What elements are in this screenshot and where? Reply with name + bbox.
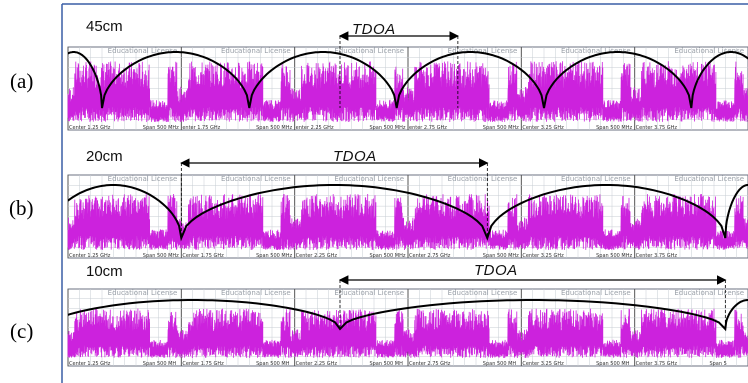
footer-span-label: Span 500 MHz bbox=[596, 125, 633, 131]
watermark-text: Educational License bbox=[448, 47, 518, 55]
panel-c-tdoa-label: TDOA bbox=[474, 262, 518, 279]
envelope-curve-1 bbox=[68, 184, 748, 242]
watermark-text: Educational License bbox=[221, 47, 291, 55]
footer-span-label: Span 500 MH bbox=[596, 361, 630, 367]
watermark-text: Educational License bbox=[561, 289, 631, 297]
watermark-text: Educational License bbox=[108, 47, 178, 55]
footer-center-label: enter 2.75 GHz bbox=[409, 125, 447, 131]
footer-span-label: Span 500 MH bbox=[256, 361, 290, 367]
envelope-curve-2 bbox=[68, 299, 748, 332]
footer-center-label: enter 2.25 GHz bbox=[295, 125, 334, 131]
watermark-text: Educational License bbox=[674, 175, 744, 183]
footer-span-label: Span 500 MHz bbox=[142, 253, 179, 259]
footer-center-label: Center 1.75 GHz bbox=[182, 361, 224, 367]
panel-b-label: (b) bbox=[9, 196, 34, 220]
spectrum-trace-0 bbox=[67, 61, 748, 123]
footer-center-label: Center 2.75 GHz bbox=[409, 361, 451, 367]
footer-center-label: Center 3.75 GHz bbox=[635, 361, 678, 367]
panel-a-label: (a) bbox=[10, 69, 34, 93]
footer-span-label: Span 5 bbox=[709, 361, 727, 367]
panel-c-distance: 10cm bbox=[86, 263, 123, 280]
panel-a-distance: 45cm bbox=[86, 18, 123, 35]
spectrum-trace-1 bbox=[67, 193, 748, 251]
footer-span-label: Span 500 MH bbox=[482, 361, 517, 367]
watermark-text: Educational License bbox=[221, 175, 291, 183]
footer-center-label: Center 1.25 GHz bbox=[69, 253, 111, 259]
spectrum-trace-2 bbox=[67, 308, 748, 359]
footer-span-label: Span 500 MH bbox=[369, 361, 403, 367]
footer-span-label: Span 500 MHz bbox=[256, 253, 293, 259]
watermark-text: Educational License bbox=[674, 47, 744, 55]
footer-center-label: Center 3.25 GHz bbox=[522, 125, 564, 131]
panel-b-distance: 20cm bbox=[86, 148, 123, 165]
footer-span-label: Span 500 MHz bbox=[482, 253, 519, 259]
panel-b-tdoa-label: TDOA bbox=[333, 148, 377, 165]
footer-span-label: Span 500 MHz bbox=[482, 125, 519, 131]
panel-a-tdoa-label: TDOA bbox=[352, 21, 396, 38]
footer-center-label: Center 1.25 GHz bbox=[69, 125, 111, 131]
watermark-text: Educational License bbox=[561, 175, 631, 183]
footer-center-label: Center 3.75 GHz bbox=[635, 125, 678, 131]
footer-span-label: Span 500 MHz bbox=[369, 253, 406, 259]
watermark-text: Educational License bbox=[334, 289, 404, 297]
footer-center-label: Center 3.75 GHz bbox=[635, 253, 678, 259]
footer-center-label: Center 1.25 GHz bbox=[69, 361, 111, 367]
watermark-text: Educational License bbox=[108, 289, 178, 297]
footer-span-label: Span 500 MHz bbox=[596, 253, 633, 259]
footer-center-label: Center 3.25 GHz bbox=[522, 361, 564, 367]
envelope-curve-0 bbox=[68, 51, 748, 109]
footer-span-label: Span 500 MHz bbox=[256, 125, 293, 131]
watermark-text: Educational License bbox=[448, 289, 518, 297]
footer-center-label: Center 1.75 GHz bbox=[182, 253, 224, 259]
watermark-text: Educational License bbox=[674, 289, 744, 297]
watermark-text: Educational License bbox=[108, 175, 178, 183]
footer-center-label: Center 2.25 GHz bbox=[295, 253, 338, 259]
footer-center-label: Center 2.75 GHz bbox=[409, 253, 451, 259]
footer-center-label: enter 1.75 GHz bbox=[182, 125, 221, 131]
footer-center-label: Center 3.25 GHz bbox=[522, 253, 564, 259]
footer-span-label: Span 500 MHz bbox=[142, 125, 179, 131]
footer-span-label: Span 500 MHz bbox=[369, 125, 406, 131]
watermark-text: Educational License bbox=[561, 47, 631, 55]
footer-span-label: Span 500 MH bbox=[142, 361, 177, 367]
panel-c-label: (c) bbox=[10, 319, 34, 343]
watermark-text: Educational License bbox=[334, 175, 404, 183]
watermark-text: Educational License bbox=[334, 47, 404, 55]
watermark-text: Educational License bbox=[221, 289, 291, 297]
watermark-text: Educational License bbox=[448, 175, 518, 183]
footer-center-label: Center 2.25 GHz bbox=[295, 361, 338, 367]
